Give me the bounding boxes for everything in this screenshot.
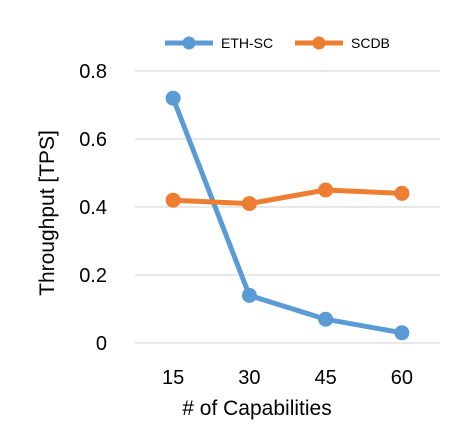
legend-marker	[312, 36, 326, 50]
x-tick-label: 60	[391, 367, 413, 389]
series-layer	[165, 90, 410, 341]
data-point	[241, 196, 257, 212]
y-tick-label: 0.2	[79, 265, 107, 287]
y-tick-label: 0.6	[79, 129, 107, 151]
data-point	[165, 192, 181, 208]
series-line	[170, 95, 405, 336]
series-eth-sc	[165, 90, 410, 341]
data-point	[394, 325, 410, 341]
data-point	[165, 90, 181, 106]
series-scdb	[165, 182, 410, 212]
gridlines	[135, 70, 440, 276]
x-tick-label: 30	[238, 367, 260, 389]
y-axis-title: Throughput [TPS]	[36, 130, 59, 296]
legend-item: ETH-SC	[165, 35, 273, 51]
legend-marker	[182, 36, 196, 50]
y-tick-label: 0	[96, 333, 107, 355]
legend-label: SCDB	[351, 35, 390, 51]
data-point	[394, 185, 410, 201]
y-tick-label: 0.4	[79, 197, 107, 219]
data-point	[241, 287, 257, 303]
legend: ETH-SC SCDB	[165, 35, 390, 51]
series-line	[170, 187, 405, 207]
y-tick-label: 0.8	[79, 61, 107, 83]
x-tick-label: 45	[315, 367, 337, 389]
x-tick-label: 15	[162, 367, 184, 389]
legend-label: ETH-SC	[221, 35, 273, 51]
x-axis-title: # of Capabilities	[182, 397, 331, 420]
axis-labels: Throughput [TPS] # of Capabilities 0 0.2 0…	[36, 61, 413, 420]
legend-item: SCDB	[295, 35, 390, 51]
data-point	[318, 182, 334, 198]
data-point	[318, 311, 334, 327]
